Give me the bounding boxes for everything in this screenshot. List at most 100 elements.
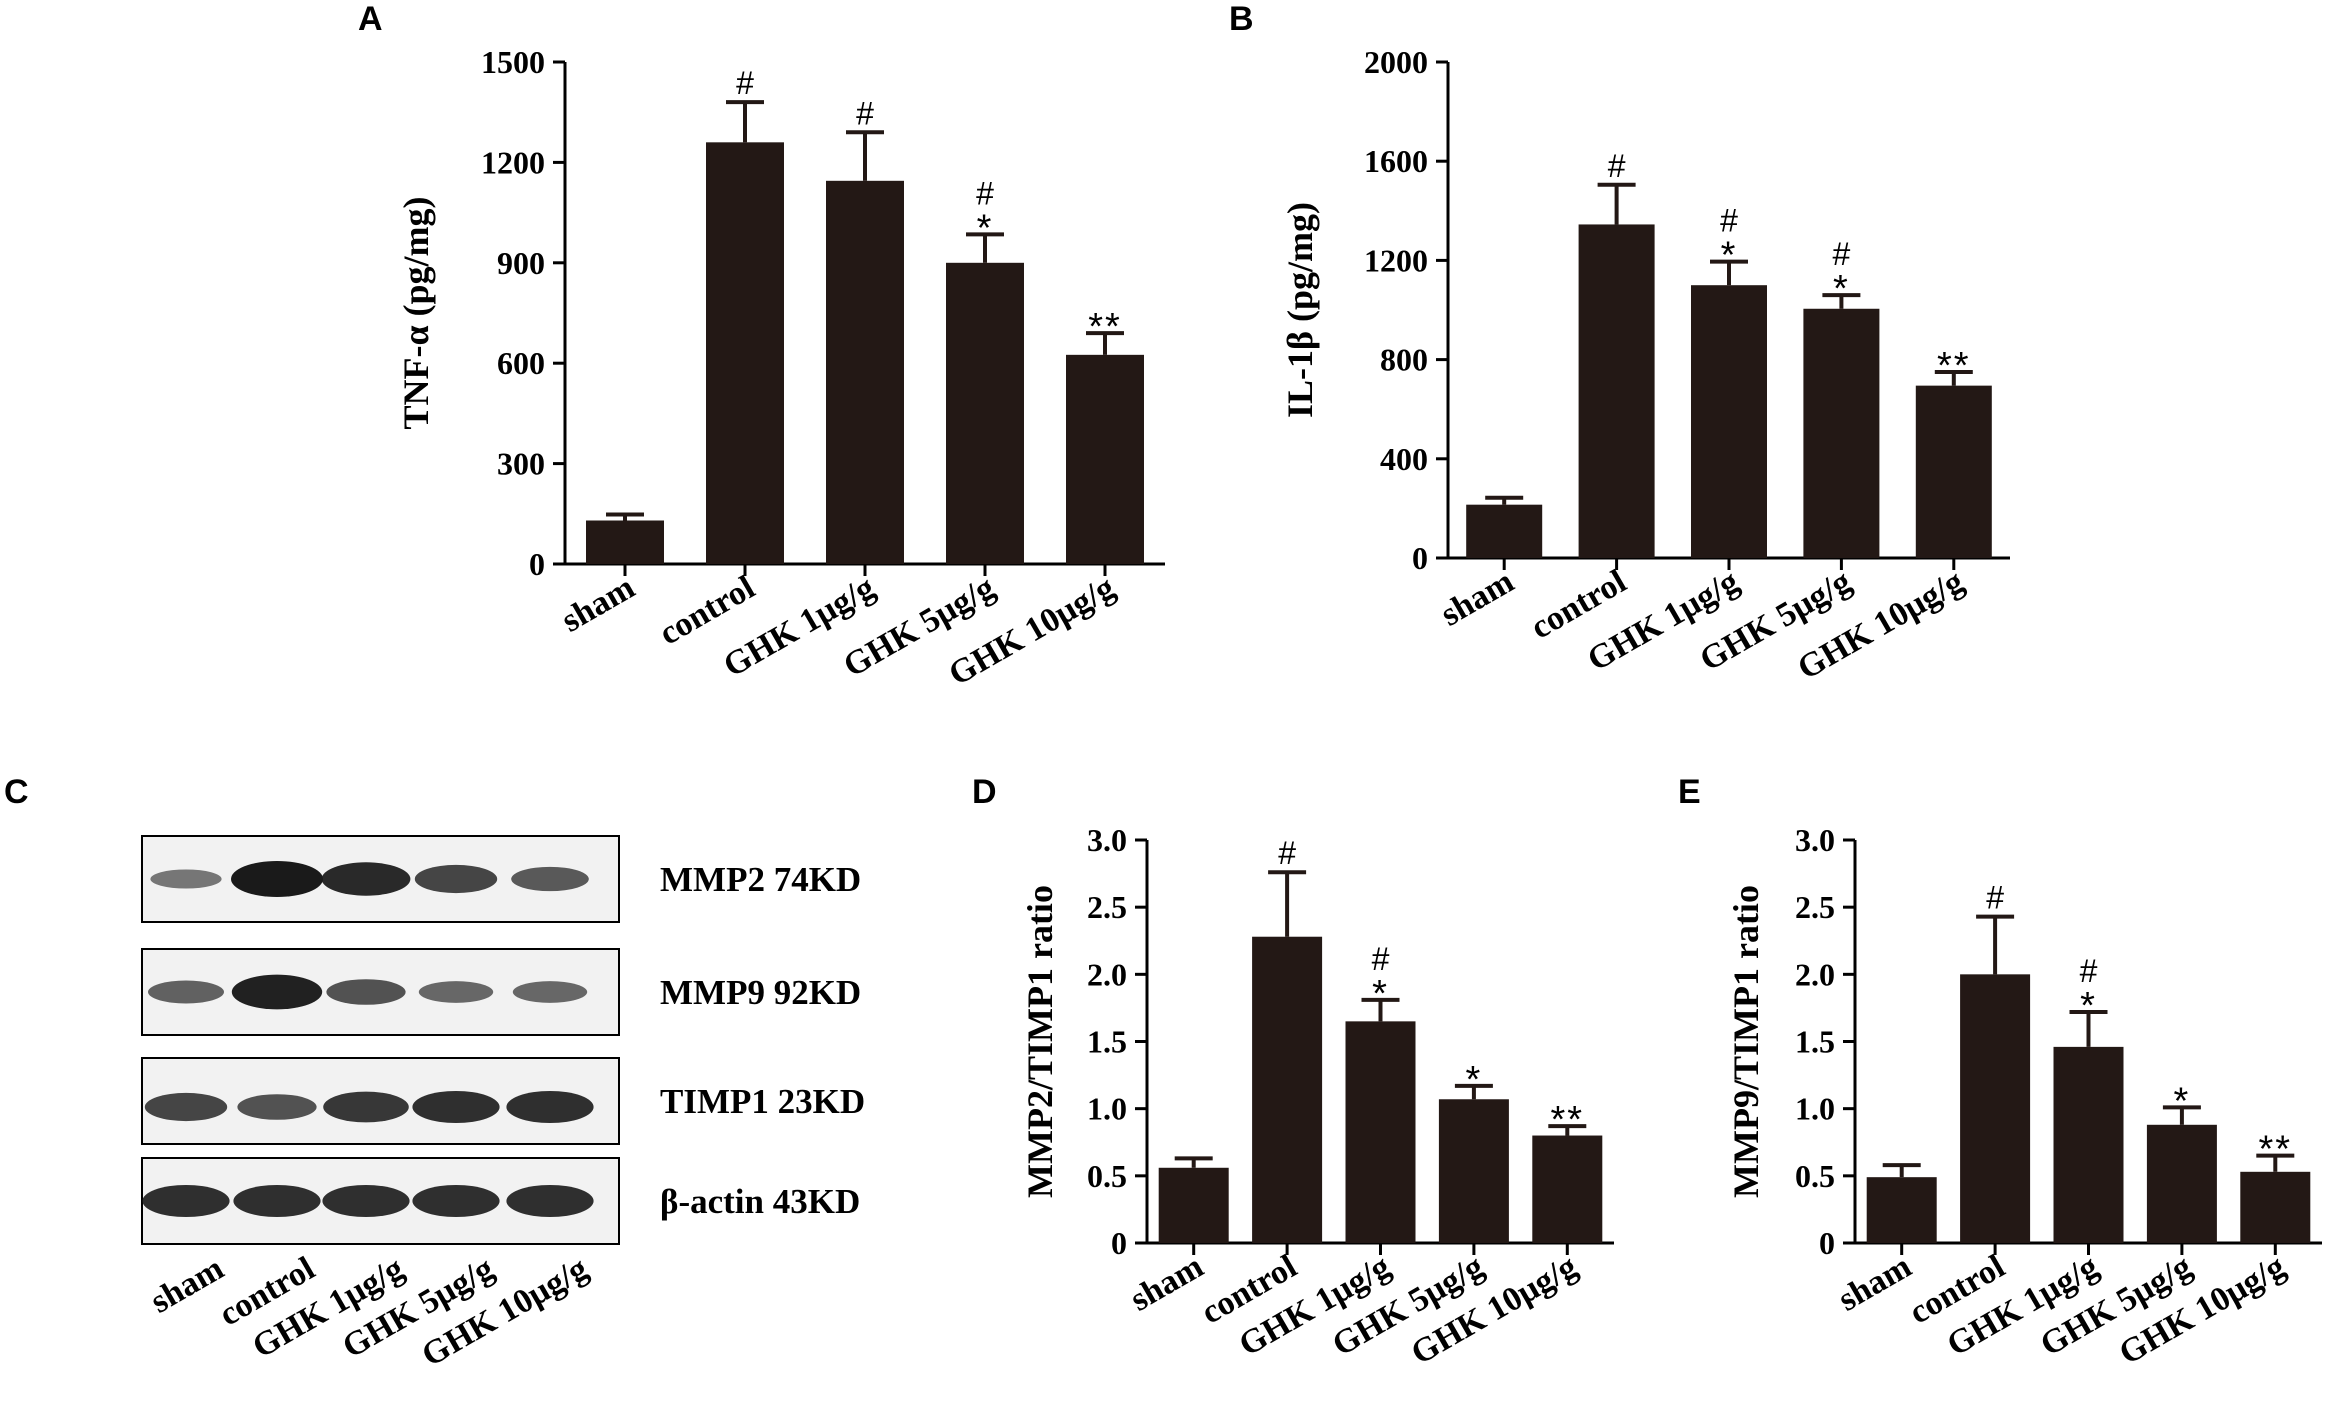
y-tick-label: 1.0 <box>1795 1091 1835 1127</box>
significance-star: * <box>1833 268 1850 310</box>
blot-band <box>237 1094 317 1120</box>
blot-band <box>148 980 224 1004</box>
y-tick-label: 3.0 <box>1087 822 1127 858</box>
y-tick-label: 300 <box>497 446 545 482</box>
blot-band <box>506 1184 594 1218</box>
blot-row-label: MMP2 74KD <box>660 860 861 899</box>
bar <box>1960 974 2031 1243</box>
significance-hash: # <box>736 65 754 101</box>
significance-star: * <box>1721 235 1738 277</box>
blot-band <box>506 1090 594 1124</box>
blot-band <box>418 981 494 1003</box>
y-tick-label: 1200 <box>481 144 545 180</box>
bar <box>826 180 904 564</box>
y-tick-label: 0 <box>1111 1225 1127 1261</box>
y-tick-label: 2.0 <box>1087 956 1127 992</box>
significance-star: ** <box>1937 345 1971 387</box>
blot-band <box>321 862 411 896</box>
significance-star: ** <box>2259 1129 2293 1171</box>
y-tick-label: 0 <box>1819 1225 1835 1261</box>
bar <box>1803 308 1880 558</box>
significance-hash: # <box>1986 880 2004 916</box>
blot-band <box>412 1090 500 1124</box>
blot-band <box>231 861 323 897</box>
bar <box>946 262 1024 564</box>
blot-band <box>150 869 222 889</box>
y-tick-label: 3.0 <box>1795 822 1835 858</box>
bar <box>2053 1046 2124 1243</box>
bar <box>1066 354 1144 564</box>
y-tick-label: 400 <box>1380 441 1428 477</box>
blot-band <box>322 1184 410 1218</box>
category-label: sham <box>1435 563 1521 634</box>
y-axis-title: MMP9/TIMP1 ratio <box>1726 885 1766 1198</box>
category-label: sham <box>1124 1248 1210 1319</box>
significance-star: * <box>2174 1080 2191 1122</box>
significance-star: * <box>1466 1059 1483 1101</box>
significance-hash: # <box>1278 835 1296 871</box>
western-blot: MMP2 74KD MMP9 92KD TIMP1 23KD β-actin 43KD… <box>141 835 865 1374</box>
chart-mmp9-timp1-ratio: 0 0.5 1.0 1.5 2.0 2.5 3.0 MMP9/TIMP1 ratio sham #… <box>1726 822 2322 1372</box>
bar <box>1532 1135 1603 1243</box>
bar <box>1345 1021 1416 1243</box>
y-tick-label: 2.5 <box>1087 889 1127 925</box>
category-label: sham <box>1832 1248 1918 1319</box>
blot-band <box>512 981 588 1003</box>
significance-star: * <box>977 207 994 249</box>
bar <box>1691 285 1767 558</box>
y-tick-label: 0.5 <box>1795 1158 1835 1194</box>
y-tick-label: 1200 <box>1364 242 1428 278</box>
significance-hash: # <box>976 175 994 211</box>
blot-row-label: MMP9 92KD <box>660 973 861 1012</box>
bar <box>1866 1177 1937 1243</box>
bar <box>586 520 664 564</box>
y-tick-label: 2.5 <box>1795 889 1835 925</box>
y-tick-label: 1.5 <box>1795 1024 1835 1060</box>
bar <box>1466 504 1543 558</box>
panel-letter-c: C <box>4 773 29 811</box>
y-tick-label: 800 <box>1380 342 1428 378</box>
blot-row-label: TIMP1 23KD <box>660 1082 865 1121</box>
bar <box>1438 1099 1509 1243</box>
blot-band <box>326 979 406 1005</box>
significance-star: ** <box>1088 306 1122 348</box>
category-label: sham <box>555 569 641 640</box>
bar <box>2146 1124 2217 1243</box>
panel-letter-e: E <box>1678 773 1701 811</box>
significance-hash: # <box>1720 203 1738 239</box>
chart-mmp2-timp1-ratio: 0 0.5 1.0 1.5 2.0 2.5 3.0 MMP2/TIMP1 ratio sham #… <box>1020 822 1614 1372</box>
blot-band <box>144 1092 228 1122</box>
y-tick-label: 2000 <box>1364 44 1428 80</box>
y-tick-label: 0 <box>1412 540 1428 576</box>
bar <box>1578 224 1655 558</box>
blot-band <box>414 864 498 894</box>
y-tick-label: 900 <box>497 245 545 281</box>
bar <box>1915 385 1992 558</box>
significance-star: ** <box>1551 1099 1585 1141</box>
blot-band <box>511 866 589 892</box>
significance-star: * <box>2080 985 2097 1027</box>
bar <box>2240 1171 2311 1243</box>
significance-hash: # <box>856 95 874 131</box>
y-tick-label: 1.5 <box>1087 1024 1127 1060</box>
bar <box>706 142 784 564</box>
blot-row-label: β-actin 43KD <box>660 1182 860 1221</box>
significance-hash: # <box>2080 953 2098 989</box>
panel-letter-d: D <box>972 773 997 811</box>
y-axis-title: TNF-α (pg/mg) <box>396 196 436 429</box>
y-axis-title: MMP2/TIMP1 ratio <box>1020 885 1060 1198</box>
blot-band <box>142 1184 230 1218</box>
y-tick-label: 0 <box>529 546 545 582</box>
blot-band <box>412 1184 500 1218</box>
y-axis-title: IL-1β (pg/mg) <box>1280 202 1320 418</box>
y-tick-label: 600 <box>497 345 545 381</box>
significance-hash: # <box>1833 236 1851 272</box>
blot-band <box>233 1184 321 1218</box>
panel-letter-b: B <box>1229 0 1254 38</box>
significance-hash: # <box>1608 148 1626 184</box>
bar <box>1158 1167 1229 1243</box>
y-tick-label: 1.0 <box>1087 1091 1127 1127</box>
